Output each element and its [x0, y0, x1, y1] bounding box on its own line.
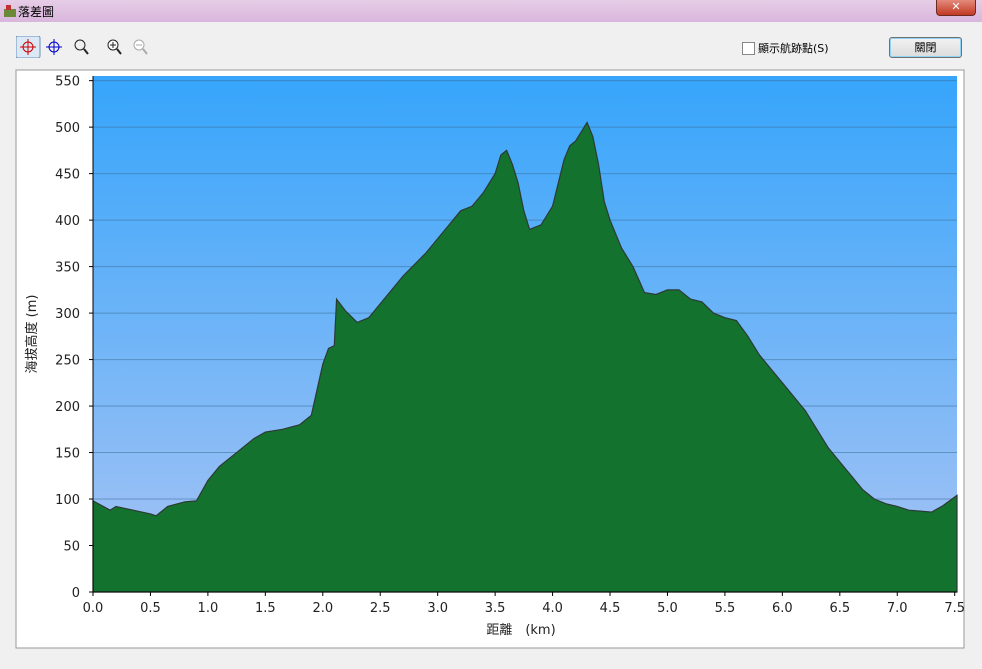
y-tick-label: 50 [63, 540, 80, 555]
title-bar: 落差圖 ✕ [0, 0, 982, 22]
x-tick-label: 6.0 [772, 601, 793, 616]
x-tick-label: 4.0 [542, 601, 563, 616]
elevation-area [92, 121, 958, 593]
x-tick-label: 4.5 [600, 601, 621, 616]
checkbox[interactable] [742, 41, 755, 55]
y-tick-label: 500 [55, 121, 80, 136]
x-tick-label: 3.5 [485, 601, 506, 616]
x-tick-label: 0.5 [140, 601, 161, 616]
tool-zoom-out[interactable] [133, 39, 148, 55]
y-tick-label: 450 [55, 168, 80, 183]
close-button[interactable]: ✕ [936, 0, 976, 16]
chart-panel [15, 69, 965, 649]
close-dialog-button[interactable]: 關閉 [889, 37, 962, 58]
x-tick-label: 7.0 [887, 601, 908, 616]
tool-zoom-in[interactable] [107, 39, 122, 55]
x-tick-label: 1.5 [255, 601, 276, 616]
window-title: 落差圖 [18, 5, 55, 19]
tool-crosshair[interactable] [46, 39, 62, 55]
plot-area [93, 76, 957, 592]
y-tick-label: 0 [72, 586, 80, 601]
x-tick-label: 5.5 [715, 601, 736, 616]
x-tick-label: 5.0 [657, 601, 678, 616]
x-axis-label: 距離 (km) [486, 623, 555, 638]
y-tick-label: 150 [55, 447, 80, 462]
y-tick-label: 350 [55, 261, 80, 276]
x-tick-label: 1.0 [198, 601, 219, 616]
y-tick-label: 100 [55, 493, 80, 508]
tool-zoom-box[interactable] [74, 39, 89, 55]
x-tick-label: 2.0 [312, 601, 333, 616]
x-tick-label: 3.0 [427, 601, 448, 616]
x-tick-label: 2.5 [370, 601, 391, 616]
y-tick-label: 550 [55, 75, 80, 90]
y-tick-label: 250 [55, 354, 80, 369]
y-tick-label: 200 [55, 400, 80, 415]
y-axis-label: 海拔高度 (m) [24, 295, 40, 374]
y-tick-label: 300 [55, 307, 80, 322]
x-tick-label: 7.5 [944, 601, 965, 616]
x-tick-label: 6.5 [829, 601, 850, 616]
y-tick-label: 400 [55, 214, 80, 229]
app-icon [4, 5, 16, 17]
checkbox-label: 顯示航跡點(S) [758, 42, 829, 55]
checkbox-row[interactable]: 顯示航跡點(S) [742, 40, 829, 56]
toolbar [16, 36, 148, 58]
x-tick-label: 0.0 [83, 601, 104, 616]
